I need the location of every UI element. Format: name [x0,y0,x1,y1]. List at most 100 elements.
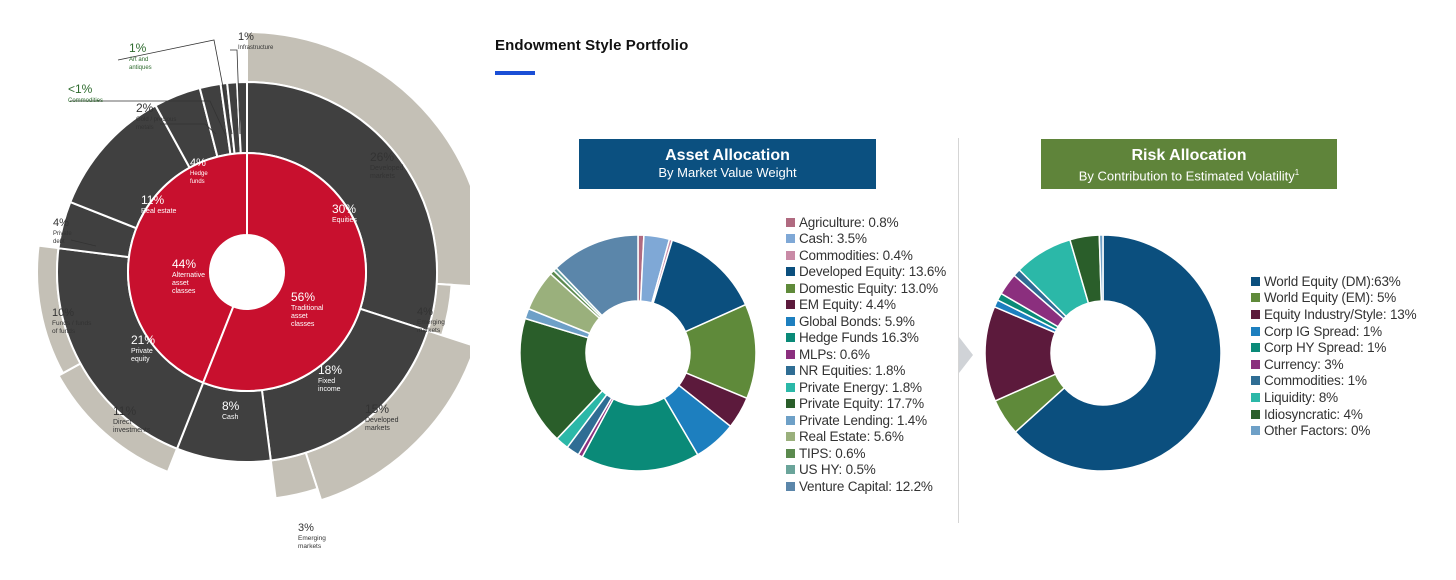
sunburst-label-pct: 4% [417,306,433,318]
legend-item: Venture Capital: 12.2% [786,478,946,495]
risk-allocation-title: Risk Allocation [1131,147,1247,164]
legend-item: Hedge Funds 16.3% [786,330,946,347]
legend-item: World Equity (EM): 5% [1251,290,1416,307]
sunburst-label-name: income [318,386,341,393]
sunburst-label-name: Developed [370,165,404,172]
legend-item: Idiosyncratic: 4% [1251,406,1416,423]
sunburst-label-pct: 4% [190,157,206,169]
donut-slice-venture-capital [555,234,639,317]
legend-label: Hedge Funds 16.3% [799,330,919,346]
legend-swatch [1251,326,1260,336]
sunburst-label-pct: 2% [136,101,154,115]
sunburst-label-name: metals [136,125,154,131]
risk-allocation-legend: World Equity (DM):63% World Equity (EM): … [1251,273,1417,439]
asset-allocation-subtitle: By Market Value Weight [658,165,797,180]
legend-label: TIPS: 0.6% [799,445,866,461]
sunburst-label-name: classes [172,288,196,295]
sunburst-label-name: Funds / funds [52,320,92,327]
legend-label: Developed Equity: 13.6% [799,264,946,280]
sunburst-inner-ring [127,151,368,392]
legend-swatch [786,432,795,442]
inner-slice-traditional [201,151,368,392]
sunburst-label-pct: 8% [222,399,240,413]
sunburst-label-name: Developed [365,417,399,424]
legend-label: Private Equity: 17.7% [799,396,924,412]
sunburst-leader-lines [70,39,241,247]
sunburst-label-pct: 1% [238,31,254,43]
legend-label: Idiosyncratic: 4% [1264,406,1363,422]
legend-swatch [786,217,795,227]
legend-label: EM Equity: 4.4% [799,297,896,313]
sunburst-label-name: Private [53,231,72,237]
sunburst-label-name: Alternative [172,272,205,279]
sunburst-label-pct: 44% [172,257,196,271]
legend-label: US HY: 0.5% [799,462,876,478]
legend-swatch [786,316,795,326]
sunburst-label-name: equity [131,356,150,363]
legend-label: Private Lending: 1.4% [799,412,927,428]
legend-swatch [786,283,795,293]
legend-label: Commodities: 0.4% [799,247,913,263]
legend-swatch [786,415,795,425]
page-title: Endowment Style Portfolio [495,37,689,54]
sunburst-label-name: asset [172,280,189,287]
sunburst-label-name: of funds [52,328,76,335]
legend-item: Agriculture: 0.8% [786,214,946,231]
legend-item: Domestic Equity: 13.0% [786,280,946,297]
legend-item: Private Equity: 17.7% [786,396,946,413]
leader-line [70,100,227,137]
sunburst-label-name: Emerging [298,535,326,542]
sunburst-label-pct: 11% [113,404,136,418]
sunburst-label-pct: 30% [332,202,356,216]
sunburst-label-name: Emerging [417,319,445,326]
legend-item: Real Estate: 5.6% [786,429,946,446]
risk-allocation-footnote-mark: 1 [1294,168,1300,177]
sunburst-label-pct: 21% [131,333,155,347]
sunburst-middle-ring [56,80,438,463]
sunburst-label-pct: 1% [129,41,147,55]
legend-swatch [1251,359,1260,369]
sunburst-label-pct: 4% [53,217,69,229]
donut-slice-private-equity [519,317,604,440]
legend-swatch [1251,392,1260,402]
legend-label: Cash: 3.5% [799,231,867,247]
legend-item: Private Energy: 1.8% [786,379,946,396]
sunburst-label-name: asset [291,313,308,320]
leader-line [117,39,233,135]
sunburst-label-name: antiques [129,65,152,71]
panel-divider [958,138,959,523]
sunburst-label-pct: 10% [52,307,74,319]
sunburst-label-name: Real estate [141,208,177,215]
sunburst-label-name: Fixed [318,378,335,385]
legend-label: Real Estate: 5.6% [799,429,904,445]
legend-label: World Equity (EM): 5% [1264,290,1397,306]
sunburst-label-pct: 3% [298,522,314,534]
leader-line [70,239,97,247]
sunburst-label-pct: 18% [318,363,342,377]
sunburst-label-name: investments [113,427,151,434]
legend-item: US HY: 0.5% [786,462,946,479]
sunburst-label-pct: 26% [370,150,394,164]
legend-swatch [1251,343,1260,353]
legend-label: MLPs: 0.6% [799,346,870,362]
legend-swatch [786,481,795,491]
risk-allocation-subtitle: By Contribution to Estimated Volatility [1078,168,1295,184]
legend-label: Private Energy: 1.8% [799,379,922,395]
legend-swatch [1251,309,1260,319]
sunburst-label-name: Gold / precious [136,117,176,123]
legend-swatch [786,234,795,244]
risk-allocation-header: Risk Allocation By Contribution to Estim… [1041,139,1337,189]
legend-label: World Equity (DM):63% [1264,273,1401,289]
legend-swatch [786,349,795,359]
legend-item: EM Equity: 4.4% [786,297,946,314]
legend-label: Corp IG Spread: 1% [1264,323,1382,339]
legend-swatch [786,250,795,260]
legend-item: Corp IG Spread: 1% [1251,323,1416,340]
risk-allocation-donut [984,234,1222,472]
legend-swatch [1251,409,1260,419]
legend-swatch [786,465,795,475]
sunburst-label-name: markets [417,327,441,334]
donut-slice-hedge-funds-16-3 [581,396,699,472]
